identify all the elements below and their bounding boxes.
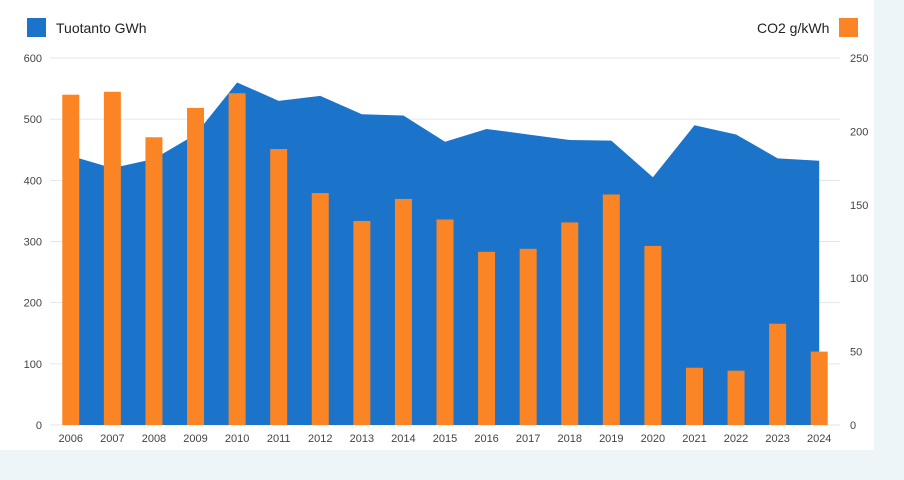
right-tick-50: 50 <box>850 347 862 359</box>
co2-bar-2018 <box>561 222 579 425</box>
x-tick-2016: 2016 <box>474 433 498 445</box>
legend-label-co2: CO2 g/kWh <box>757 19 830 36</box>
right-tick-0: 0 <box>850 420 856 432</box>
co2-bar-2023 <box>769 323 787 425</box>
x-tick-2019: 2019 <box>599 433 623 445</box>
left-tick-400: 400 <box>24 175 42 187</box>
x-tick-2018: 2018 <box>557 433 581 445</box>
x-tick-2022: 2022 <box>724 433 748 445</box>
co2-bar-2012 <box>311 193 329 425</box>
left-tick-300: 300 <box>24 237 42 249</box>
left-y-axis: 0 100 200 300 400 500 600 <box>24 53 42 432</box>
co2-bar-2009 <box>187 107 205 426</box>
legend-label-production: Tuotanto GWh <box>56 19 147 36</box>
right-tick-200: 200 <box>850 126 868 138</box>
legend-swatch-co2 <box>839 18 859 37</box>
co2-bar-2006 <box>62 94 80 425</box>
right-tick-250: 250 <box>850 53 868 65</box>
left-tick-200: 200 <box>24 298 42 310</box>
combo-chart: 0 100 200 300 400 500 600 0 50 100 150 200 250 2006… <box>24 53 869 445</box>
x-tick-2024: 2024 <box>807 433 831 445</box>
co2-bar-2007 <box>103 91 121 425</box>
x-tick-2013: 2013 <box>350 433 374 445</box>
co2-bar-layer <box>62 91 828 426</box>
x-tick-2021: 2021 <box>682 433 706 445</box>
right-y-axis: 0 50 100 150 200 250 <box>850 53 868 432</box>
co2-bar-2017 <box>519 248 537 425</box>
chart-panel: Tuotanto GWh CO2 g/kWh 0 100 200 300 400 500 6… <box>0 0 874 450</box>
x-tick-2020: 2020 <box>641 433 665 445</box>
x-axis: 2006 2007 2008 2009 2010 2011 2012 2013 2014 2015… <box>59 433 832 445</box>
x-tick-2014: 2014 <box>391 433 415 445</box>
co2-bar-2015 <box>436 219 454 425</box>
x-tick-2015: 2015 <box>433 433 457 445</box>
co2-bar-2022 <box>727 370 745 425</box>
co2-bar-2013 <box>353 220 371 425</box>
x-tick-2009: 2009 <box>183 433 207 445</box>
co2-bar-2019 <box>602 194 620 425</box>
legend-left: Tuotanto GWh <box>27 18 147 37</box>
co2-bar-2008 <box>145 137 163 425</box>
x-tick-2023: 2023 <box>765 433 789 445</box>
co2-bar-2016 <box>478 251 496 425</box>
x-tick-2011: 2011 <box>267 433 291 445</box>
x-tick-2006: 2006 <box>59 433 83 445</box>
co2-bar-2010 <box>228 93 246 426</box>
left-tick-100: 100 <box>24 359 42 371</box>
co2-bar-2014 <box>394 198 412 425</box>
right-tick-150: 150 <box>850 200 868 212</box>
co2-bar-2020 <box>644 245 662 425</box>
x-tick-2010: 2010 <box>225 433 249 445</box>
legend-swatch-production <box>27 18 46 37</box>
x-tick-2017: 2017 <box>516 433 540 445</box>
right-tick-100: 100 <box>850 273 868 285</box>
co2-bar-2011 <box>270 149 288 426</box>
co2-bar-2024 <box>810 351 828 425</box>
left-tick-0: 0 <box>36 420 42 432</box>
x-tick-2012: 2012 <box>308 433 332 445</box>
co2-bar-2021 <box>685 367 703 425</box>
x-tick-2008: 2008 <box>142 433 166 445</box>
left-tick-500: 500 <box>24 114 42 126</box>
x-tick-2007: 2007 <box>100 433 124 445</box>
legend-right: CO2 g/kWh <box>757 18 859 37</box>
left-tick-600: 600 <box>24 53 42 65</box>
